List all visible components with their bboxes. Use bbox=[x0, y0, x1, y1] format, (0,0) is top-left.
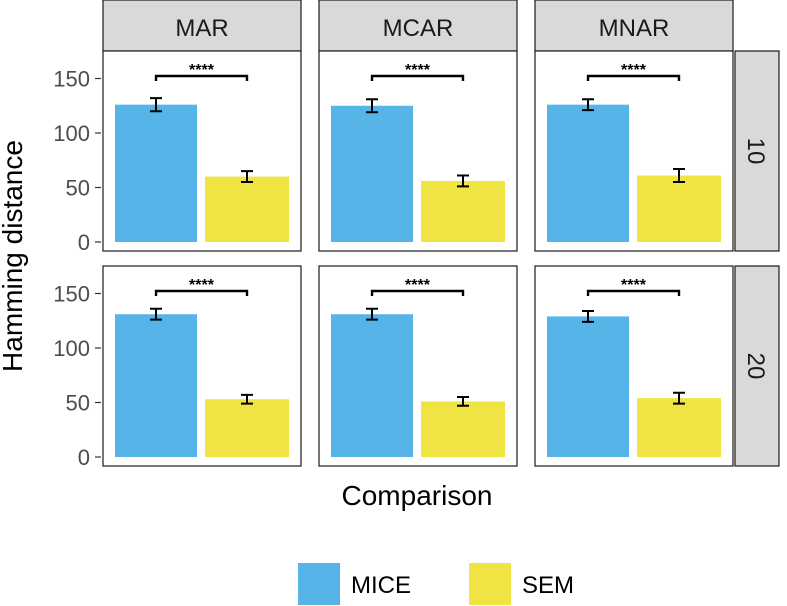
bar-sem bbox=[205, 176, 289, 242]
significance-bracket bbox=[370, 289, 465, 296]
strip-row-label-20: 20 bbox=[742, 353, 769, 380]
strip-row-label-10: 10 bbox=[742, 138, 769, 165]
y-tick-label: 0 bbox=[78, 445, 90, 470]
strip-row-10 bbox=[734, 50, 780, 252]
y-tick-label: 150 bbox=[53, 282, 90, 307]
panel-mar-10: **** bbox=[102, 50, 302, 252]
y-tick-label: 0 bbox=[78, 230, 90, 255]
error-bar-mice bbox=[150, 307, 162, 321]
error-bar-sem bbox=[457, 174, 469, 188]
strip-mar bbox=[102, 0, 302, 52]
significance-label: **** bbox=[621, 62, 647, 79]
bar-mice bbox=[547, 104, 629, 242]
strip-row-20 bbox=[734, 265, 780, 467]
bar-sem bbox=[421, 401, 505, 457]
significance-label: **** bbox=[621, 277, 647, 294]
y-tick-label: 100 bbox=[53, 121, 90, 146]
error-bar-sem bbox=[673, 391, 685, 405]
significance-bracket bbox=[154, 289, 249, 296]
significance-bracket bbox=[154, 74, 249, 81]
panel-mcar-10: **** bbox=[318, 50, 518, 252]
bar-mice bbox=[547, 316, 629, 457]
legend: MICE SEM bbox=[298, 563, 574, 605]
error-bar-sem bbox=[673, 167, 685, 184]
strip-label-mcar: MCAR bbox=[383, 15, 454, 42]
error-bar-mice bbox=[150, 97, 162, 113]
error-bar-mice bbox=[366, 98, 378, 114]
bar-mice bbox=[115, 104, 197, 242]
y-axes: 0 50 100 150 0 50 100 150 bbox=[53, 67, 101, 470]
strip-label-mnar: MNAR bbox=[599, 15, 670, 42]
significance-label: **** bbox=[189, 277, 215, 294]
error-bar-mice bbox=[582, 98, 594, 112]
legend-label-sem: SEM bbox=[522, 572, 574, 599]
bar-sem bbox=[205, 399, 289, 457]
bar-mice bbox=[331, 105, 413, 242]
legend-key-sem bbox=[469, 563, 511, 605]
column-strips: MAR MCAR MNAR bbox=[102, 0, 734, 52]
error-bar-mice bbox=[582, 309, 594, 323]
error-bar-sem bbox=[457, 396, 469, 407]
bar-mice bbox=[331, 314, 413, 457]
y-axis-title: Hamming distance bbox=[0, 140, 28, 372]
panel-mnar-20: **** bbox=[534, 265, 734, 467]
strip-label-mar: MAR bbox=[175, 15, 228, 42]
y-tick-label: 50 bbox=[66, 176, 90, 201]
strip-mcar bbox=[318, 0, 518, 52]
significance-bracket bbox=[586, 74, 681, 81]
legend-key-mice bbox=[298, 563, 340, 605]
strip-mnar bbox=[534, 0, 734, 52]
y-tick-label: 100 bbox=[53, 336, 90, 361]
bar-sem bbox=[637, 175, 721, 242]
panels: **** **** **** **** **** **** bbox=[102, 50, 734, 467]
error-bar-sem bbox=[241, 170, 253, 184]
y-tick-label: 50 bbox=[66, 391, 90, 416]
panel-mcar-20: **** bbox=[318, 265, 518, 467]
bar-sem bbox=[421, 180, 505, 242]
bar-mice bbox=[115, 314, 197, 457]
error-bar-mice bbox=[366, 307, 378, 321]
significance-bracket bbox=[586, 289, 681, 296]
significance-bracket bbox=[370, 74, 465, 81]
row-strips: 10 20 bbox=[734, 50, 780, 467]
panel-mar-20: **** bbox=[102, 265, 302, 467]
significance-label: **** bbox=[405, 62, 431, 79]
bar-sem bbox=[637, 398, 721, 457]
y-tick-label: 150 bbox=[53, 67, 90, 92]
panel-mnar-10: **** bbox=[534, 50, 734, 252]
significance-label: **** bbox=[405, 277, 431, 294]
x-axis-title: Comparison bbox=[342, 480, 493, 511]
significance-label: **** bbox=[189, 62, 215, 79]
error-bar-sem bbox=[241, 393, 253, 405]
legend-label-mice: MICE bbox=[351, 572, 411, 599]
